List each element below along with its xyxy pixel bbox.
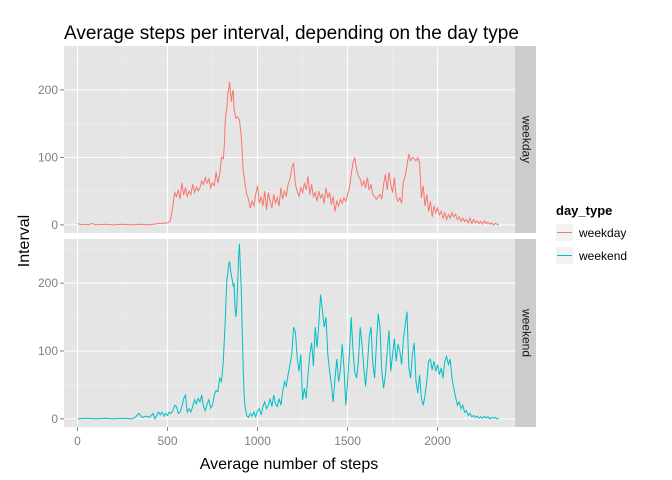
x-tick-label: 1500 [334,434,361,448]
legend-title: day_type [556,203,612,218]
facet-strip-label-weekday: weekday [519,115,533,163]
panel-background-weekday [64,46,515,233]
x-tick-label: 1000 [244,434,271,448]
y-tick-label: 200 [38,276,58,290]
legend-label-weekend: weekend [578,249,627,263]
y-tick-label: 200 [38,83,58,97]
x-tick-label: 0 [74,434,81,448]
facet-strip-weekday [515,46,536,233]
y-tick-label: 100 [38,150,58,164]
x-tick-label: 2000 [424,434,451,448]
y-tick-label: 0 [51,218,58,232]
y-axis-title: Interval [16,215,33,267]
y-tick-label: 0 [51,412,58,426]
chart-title: Average steps per interval, depending on… [64,23,519,44]
facet-panels: 0 500 1000 1500 2000 0 100 200 weekday 0 100 200 wee… [38,46,536,448]
facet-strip-label-weekend: weekend [519,308,533,357]
legend: day_type weekday weekend [556,203,627,264]
y-tick-label: 100 [38,344,58,358]
series-line-weekday [77,81,499,226]
facet-strip-weekend [515,239,536,427]
panel-background-weekend [64,239,515,427]
series-line-weekend [77,243,499,421]
legend-label-weekday: weekday [578,226,626,240]
x-axis-title: Average number of steps [200,456,378,473]
x-tick-label: 500 [158,434,178,448]
